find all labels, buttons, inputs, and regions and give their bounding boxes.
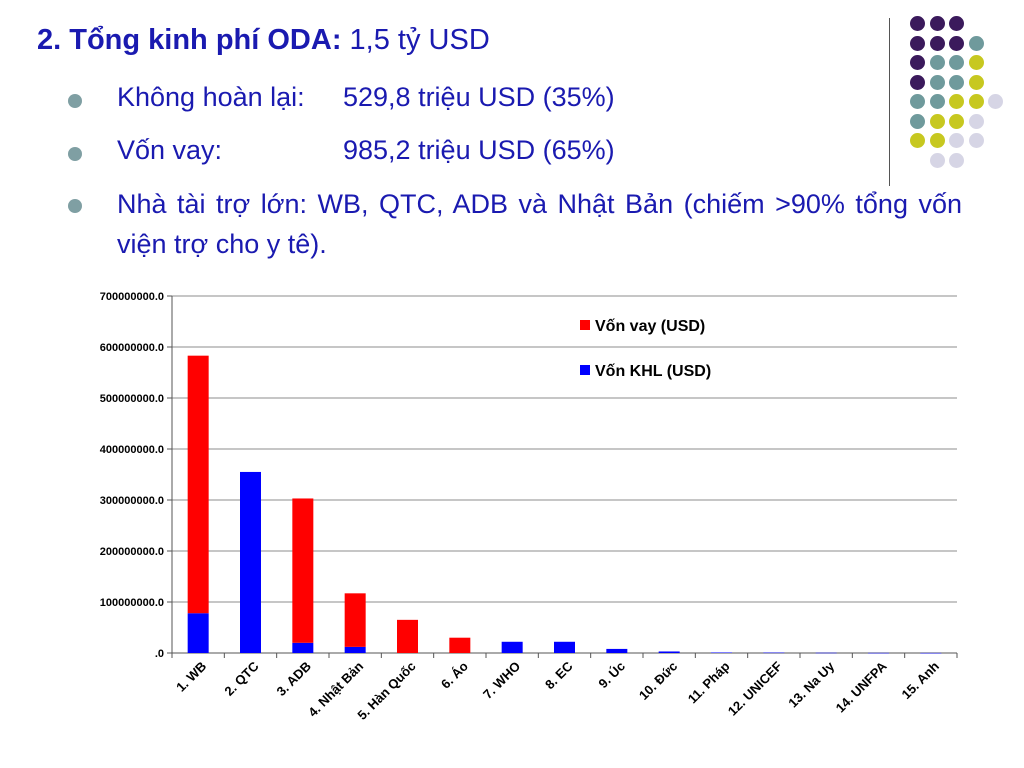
x-tick-label: 10. Đức (636, 659, 680, 703)
bar-segment (240, 471, 261, 653)
y-tick-label: 500000000.0 (100, 393, 164, 405)
bar-segment (763, 652, 785, 654)
decorative-dot (968, 55, 984, 70)
x-tick-label: 14. UNFPA (833, 658, 890, 715)
y-tick-label: 600000000.0 (100, 342, 164, 354)
bar-segment (344, 593, 366, 647)
bar-segment (868, 652, 889, 654)
decorative-dot (949, 55, 964, 70)
bar-segment (658, 651, 680, 653)
bar-segment (554, 641, 575, 653)
heading-value-text: 1,5 tỷ USD (341, 24, 490, 56)
decorative-dot (929, 133, 945, 148)
bar-segment (815, 652, 837, 654)
decorative-dot (910, 94, 925, 109)
bullet-dot (68, 94, 82, 108)
decorative-dot (949, 133, 964, 148)
decorative-dot (910, 133, 925, 148)
x-tick-label: 6. Áo (438, 658, 471, 691)
bullet-grant-value: 529,8 triệu USD (35%) (343, 82, 615, 112)
bar-segment (292, 498, 314, 643)
y-tick-label: 700000000.0 (100, 291, 164, 303)
decorative-dot (949, 74, 964, 90)
bar-segment (397, 619, 418, 653)
decorative-dot (929, 55, 945, 70)
decorative-dot (929, 35, 945, 51)
x-tick-label: 3. ADB (274, 659, 314, 699)
bar-segment (920, 652, 942, 654)
decorative-dot (929, 74, 945, 90)
bullet-grant: Không hoàn lại: 529,8 triệu USD (35%) (117, 82, 615, 113)
decorative-dot (929, 113, 945, 129)
bar-segment (449, 637, 471, 653)
bar-segment (711, 652, 732, 653)
x-tick-label: 1. WB (173, 659, 209, 695)
bullet-grant-label: Không hoàn lại: (117, 82, 305, 112)
bar-segment (501, 641, 523, 653)
legend-label: Vốn KHL (USD) (595, 363, 711, 380)
decorative-dot (949, 16, 964, 31)
bullet-dot (68, 199, 82, 213)
bar-segment (344, 646, 366, 653)
decorative-dot (968, 74, 984, 90)
decorative-dot (968, 113, 984, 129)
x-tick-label: 7. WHO (480, 659, 523, 702)
decorative-dot (968, 133, 984, 148)
divider-line (889, 18, 890, 186)
decorative-dot (988, 94, 1003, 109)
decorative-dot (910, 113, 925, 129)
decorative-dot (929, 16, 945, 31)
bar-segment (606, 648, 628, 653)
decorative-dot (968, 35, 984, 51)
legend-swatch (580, 365, 590, 375)
x-tick-label: 15. Anh (898, 658, 942, 702)
bullet-loan-value: 985,2 triệu USD (65%) (343, 135, 615, 165)
decorative-dot (910, 16, 925, 31)
decorative-dot (910, 35, 925, 51)
decorative-dot (949, 113, 964, 129)
legend-label: Vốn vay (USD) (595, 318, 705, 335)
x-tick-label: 11. Pháp (685, 658, 733, 706)
bar-segment (187, 355, 209, 614)
bullet-dot (68, 147, 82, 161)
bullet-donors: Nhà tài trợ lớn: WB, QTC, ADB và Nhật Bả… (117, 189, 962, 259)
decorative-dot (968, 94, 984, 109)
slide-heading: 2. Tổng kinh phí ODA: 1,5 tỷ USD (37, 24, 490, 57)
decorative-dot (910, 55, 925, 70)
y-tick-label: .0 (155, 648, 164, 660)
decorative-dot (910, 74, 925, 90)
legend-swatch (580, 320, 590, 330)
stacked-bar-chart: .0 100000000.0 200000000.0 300000000.0 40000… (100, 291, 958, 723)
decorative-dot (929, 152, 945, 168)
decorative-dot (949, 35, 964, 51)
x-tick-label: 12. UNICEF (725, 658, 785, 718)
decorative-dot (949, 152, 964, 168)
decorative-dot (949, 94, 964, 109)
y-tick-label: 300000000.0 (100, 495, 164, 507)
y-tick-label: 200000000.0 (100, 546, 164, 558)
x-tick-label: 8. EC (542, 658, 576, 692)
x-tick-label: 13. Na Uy (785, 658, 838, 711)
y-tick-label: 100000000.0 (100, 597, 164, 609)
bar-segment (292, 642, 314, 653)
x-tick-label: 2. QTC (221, 658, 262, 699)
x-tick-label: 9. Úc (595, 659, 628, 692)
y-tick-label: 400000000.0 (100, 444, 164, 456)
heading-bold-text: 2. Tổng kinh phí ODA: (37, 24, 342, 56)
bullet-loan: Vốn vay: 985,2 triệu USD (65%) (117, 135, 615, 166)
bar-segment (187, 613, 209, 653)
decorative-dot (929, 94, 945, 109)
bullet-loan-label: Vốn vay: (117, 135, 223, 165)
